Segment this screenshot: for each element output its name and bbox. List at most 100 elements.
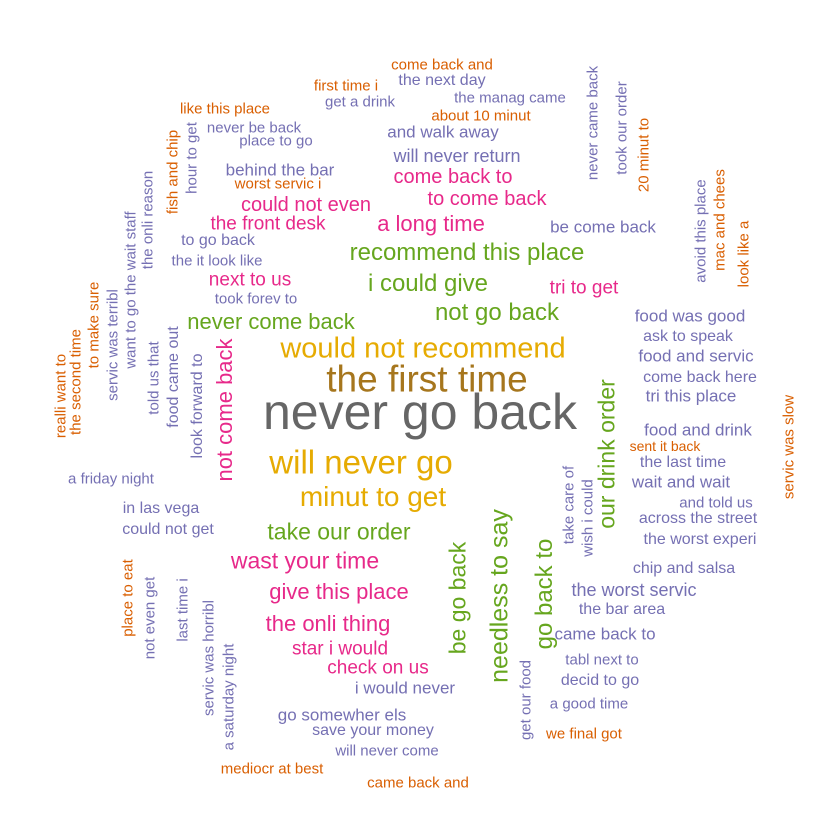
cloud-word: tri to get xyxy=(549,277,619,299)
cloud-word: the second time xyxy=(67,329,85,435)
cloud-word: take care of xyxy=(560,465,578,545)
cloud-word: the onli reason xyxy=(139,170,157,270)
cloud-word: a good time xyxy=(549,695,629,713)
cloud-word: took our order xyxy=(613,81,631,175)
cloud-word: avoid this place xyxy=(692,179,710,283)
cloud-word: be come back xyxy=(550,217,656,237)
cloud-word: food came out xyxy=(165,326,182,428)
cloud-word: i could give xyxy=(367,270,489,297)
cloud-word: the it look like xyxy=(171,252,263,270)
cloud-word: recommend this place xyxy=(349,239,585,266)
cloud-word: to go back xyxy=(181,232,255,249)
cloud-word: last time i xyxy=(174,578,192,642)
cloud-word: not go back xyxy=(434,299,560,326)
cloud-word: go back to xyxy=(531,538,558,650)
cloud-word: could not even xyxy=(240,194,372,216)
cloud-word: never come back xyxy=(187,309,355,334)
cloud-word: save your money xyxy=(312,722,434,739)
cloud-word: want to go the wait staff xyxy=(122,211,140,369)
cloud-word: told us that xyxy=(145,341,163,415)
cloud-word: the first time xyxy=(326,358,528,400)
cloud-word: worst servic i xyxy=(234,175,322,193)
cloud-word: will never go xyxy=(269,443,453,481)
cloud-word: a long time xyxy=(377,211,485,236)
cloud-word: servic was terribl xyxy=(104,289,122,401)
cloud-word: would not recommend xyxy=(280,332,566,365)
cloud-word: like this place xyxy=(179,100,271,118)
cloud-word: place to eat xyxy=(119,559,137,637)
cloud-word: mac and chees xyxy=(711,169,729,271)
cloud-word: will never come xyxy=(335,742,439,760)
cloud-word: will never return xyxy=(393,146,521,166)
cloud-word: first time i xyxy=(313,77,379,95)
cloud-word: the front desk xyxy=(210,213,326,235)
cloud-word: mediocr at best xyxy=(220,760,324,778)
cloud-word: wait and wait xyxy=(631,472,731,492)
cloud-word: give this place xyxy=(269,579,409,604)
cloud-word: realli want to xyxy=(52,353,70,439)
cloud-word: about 10 minut xyxy=(431,107,531,125)
cloud-word: ask to speak xyxy=(643,328,733,345)
cloud-word: decid to go xyxy=(560,672,640,689)
cloud-word: the manag came xyxy=(454,89,566,107)
cloud-word: a saturday night xyxy=(220,643,238,751)
cloud-word: minut to get xyxy=(299,481,447,512)
cloud-word: we final got xyxy=(546,725,622,743)
cloud-word: come back to xyxy=(393,166,513,188)
cloud-word: not come back xyxy=(212,338,237,482)
cloud-word: and walk away xyxy=(387,122,499,142)
cloud-word: take our order xyxy=(267,518,411,545)
cloud-word: place to go xyxy=(239,132,313,150)
cloud-word: come back here xyxy=(643,369,757,386)
cloud-word: to make sure xyxy=(85,281,103,369)
cloud-word: look forward to xyxy=(189,353,206,459)
cloud-word: tri this place xyxy=(645,386,737,406)
cloud-word: a friday night xyxy=(68,470,154,488)
cloud-word: the bar area xyxy=(578,601,666,618)
cloud-word: could not get xyxy=(122,521,214,538)
cloud-word: across the street xyxy=(638,510,758,527)
cloud-word: servic was horribl xyxy=(200,600,218,716)
cloud-word: tabl next to xyxy=(565,651,639,669)
cloud-word: the worst experi xyxy=(643,531,757,548)
cloud-word: and told us xyxy=(679,494,753,512)
cloud-word: the worst servic xyxy=(571,580,697,600)
cloud-word: go somewher els xyxy=(277,705,407,725)
cloud-word: came back and xyxy=(367,774,469,792)
cloud-word: came back to xyxy=(554,624,656,644)
cloud-word: in las vega xyxy=(122,500,200,517)
cloud-word: look like a xyxy=(735,220,753,288)
cloud-word: the next day xyxy=(398,72,486,89)
cloud-word: come back and xyxy=(391,56,493,74)
cloud-word: chip and salsa xyxy=(632,560,736,577)
cloud-word: food and drink xyxy=(644,420,752,440)
cloud-word: next to us xyxy=(208,269,292,291)
cloud-word: food was good xyxy=(634,306,746,326)
cloud-word: be go back xyxy=(444,541,471,655)
cloud-word: to come back xyxy=(427,188,547,210)
cloud-word: the onli thing xyxy=(265,611,391,636)
cloud-word: fish and chip xyxy=(164,129,182,215)
cloud-word: get our food xyxy=(517,659,535,741)
cloud-word: star i would xyxy=(291,638,389,660)
cloud-word: food and servic xyxy=(638,346,754,366)
cloud-word: our drink order xyxy=(593,379,620,529)
cloud-word: servic was slow xyxy=(780,394,798,500)
cloud-word: wish i could xyxy=(579,479,597,557)
cloud-word: never go back xyxy=(262,384,578,440)
cloud-word: sent it back xyxy=(629,438,701,454)
cloud-word: behind the bar xyxy=(225,160,335,180)
cloud-word: wast your time xyxy=(230,547,380,574)
cloud-word: needless to say xyxy=(485,509,514,683)
cloud-word: hour to get xyxy=(183,122,201,194)
cloud-word: never came back xyxy=(584,65,602,181)
cloud-word: took forev to xyxy=(214,290,298,308)
cloud-word: not even get xyxy=(141,576,159,660)
cloud-word: check on us xyxy=(327,657,429,679)
cloud-word: the last time xyxy=(639,454,727,471)
cloud-word: i would never xyxy=(354,678,456,698)
cloud-word: 20 minut to xyxy=(635,117,653,193)
cloud-word: get a drink xyxy=(324,93,396,111)
cloud-word: never be back xyxy=(206,119,302,137)
